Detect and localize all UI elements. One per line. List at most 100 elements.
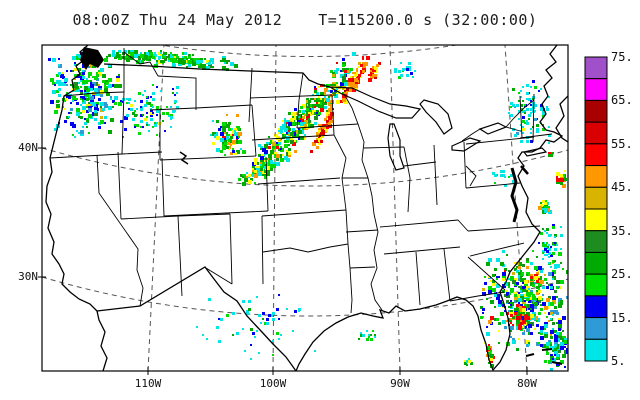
state-border [519,133,553,139]
echo-cluster-nj-offshore-cell [556,170,567,188]
radar-echoes [48,50,568,371]
state-border [248,67,253,123]
echo-cluster-carolina-coast-tail [538,224,563,268]
state-border [343,93,375,215]
coast-detail [510,167,519,223]
echo-cluster-south-texas-specks [196,294,316,360]
colorbar-segment [584,230,608,253]
colorbar-label: 65. [611,93,633,107]
state-border [96,154,144,307]
meridian-gridline [147,45,165,371]
parallel-gridline [42,147,568,187]
state-border [229,213,233,285]
colorbar-segment [584,208,608,232]
colorbar-segment [584,273,608,297]
lake-outline [387,123,405,171]
state-border [403,146,411,213]
state-border [163,210,269,217]
state-border [161,157,165,217]
lake-outline [329,86,422,119]
state-border [347,243,353,314]
colorbar-segment [584,186,608,210]
colorbar-segment [584,56,608,80]
meridian-gridline [389,45,401,371]
echo-cluster-southeast-core [506,304,534,330]
colorbar-label: 15. [611,311,633,325]
map-frame [38,44,569,375]
state-border [349,266,376,269]
state-border [121,48,125,155]
lat-label: 30N [18,270,38,283]
echo-cluster-squall-core-east [368,62,381,82]
echo-cluster-gulf-cells [358,330,376,341]
colorbar-segment [584,251,608,275]
state-border [532,93,535,143]
frame-border [41,44,569,372]
echo-cluster-pnw-coast [48,52,128,138]
colorbar-label: 25. [611,267,633,281]
lake-outline [522,147,548,157]
state-border [505,99,535,128]
state-border [415,251,421,306]
colorbar-segment [584,143,608,167]
state-border [403,161,437,167]
colorbar-segment [584,165,608,188]
parallel-gridline [42,276,568,317]
state-border [117,151,122,220]
colorbar-label: 75. [611,50,633,64]
echo-cluster-superior-specks [394,62,416,79]
meridian-gridline [272,45,277,371]
echo-cluster-southeast-corner [540,322,568,371]
state-border [457,219,469,232]
state-border [177,213,231,217]
state-border [120,215,179,220]
state-border [345,229,379,233]
state-border [177,215,183,297]
state-border [345,209,349,245]
state-border [249,94,333,99]
lake-outline [478,122,508,135]
state-border [467,225,541,232]
colorbar [584,56,608,362]
state-border [465,165,477,187]
colorbar-label: 55. [611,137,633,151]
state-border [465,182,521,189]
echo-cluster-plains-cells [210,114,246,156]
state-border [157,75,197,110]
state-border [465,136,535,145]
latlon-gridlines [42,45,568,371]
state-border [443,248,451,302]
state-border [262,243,349,253]
echo-cluster-capecod-dot [548,152,554,157]
echo-cluster-montana-band [106,50,238,71]
colorbar-segment [584,295,608,319]
state-border [519,95,523,139]
echo-cluster-pnw-inland [124,84,179,136]
state-border [261,215,264,285]
state-border [463,141,467,189]
state-border [49,151,163,159]
coastline-fill [80,47,104,70]
coast-detail [541,348,553,351]
state-border [159,155,257,161]
coast-detail [179,151,189,165]
coast-detail [551,361,563,365]
plot-title: 08:00Z Thu 24 May 2012 T=115200.0 s (32:… [42,11,568,29]
colorbar-segment [584,99,608,123]
state-border [257,177,341,185]
coastline [96,266,297,371]
coast-detail [520,165,529,175]
state-border [296,72,304,129]
state-border [370,213,383,311]
state-border [251,104,257,157]
coastline [295,45,564,371]
colorbar-segment [584,78,608,101]
coastline [103,63,331,88]
lat-label: 40N [18,141,38,154]
lon-label: 90W [390,377,410,390]
state-border [383,246,461,255]
echo-cluster-florida-cell [484,342,495,368]
state-border [449,291,505,302]
echo-cluster-southeast-core2 [524,272,540,284]
